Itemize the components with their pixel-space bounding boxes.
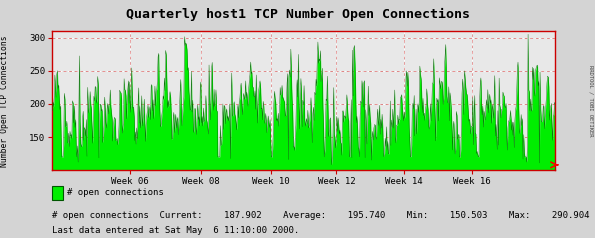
Text: # open connections: # open connections bbox=[67, 188, 164, 197]
Text: # open connections  Current:    187.902    Average:    195.740    Min:    150.50: # open connections Current: 187.902 Aver… bbox=[52, 211, 590, 220]
Text: RRDTOOL / TOBI OETIKER: RRDTOOL / TOBI OETIKER bbox=[588, 65, 593, 137]
Text: Quarterly host1 TCP Number Open Connections: Quarterly host1 TCP Number Open Connecti… bbox=[126, 8, 469, 21]
Text: Last data entered at Sat May  6 11:10:00 2000.: Last data entered at Sat May 6 11:10:00 … bbox=[52, 226, 300, 235]
Text: Number Open TCP Connections: Number Open TCP Connections bbox=[0, 35, 10, 167]
